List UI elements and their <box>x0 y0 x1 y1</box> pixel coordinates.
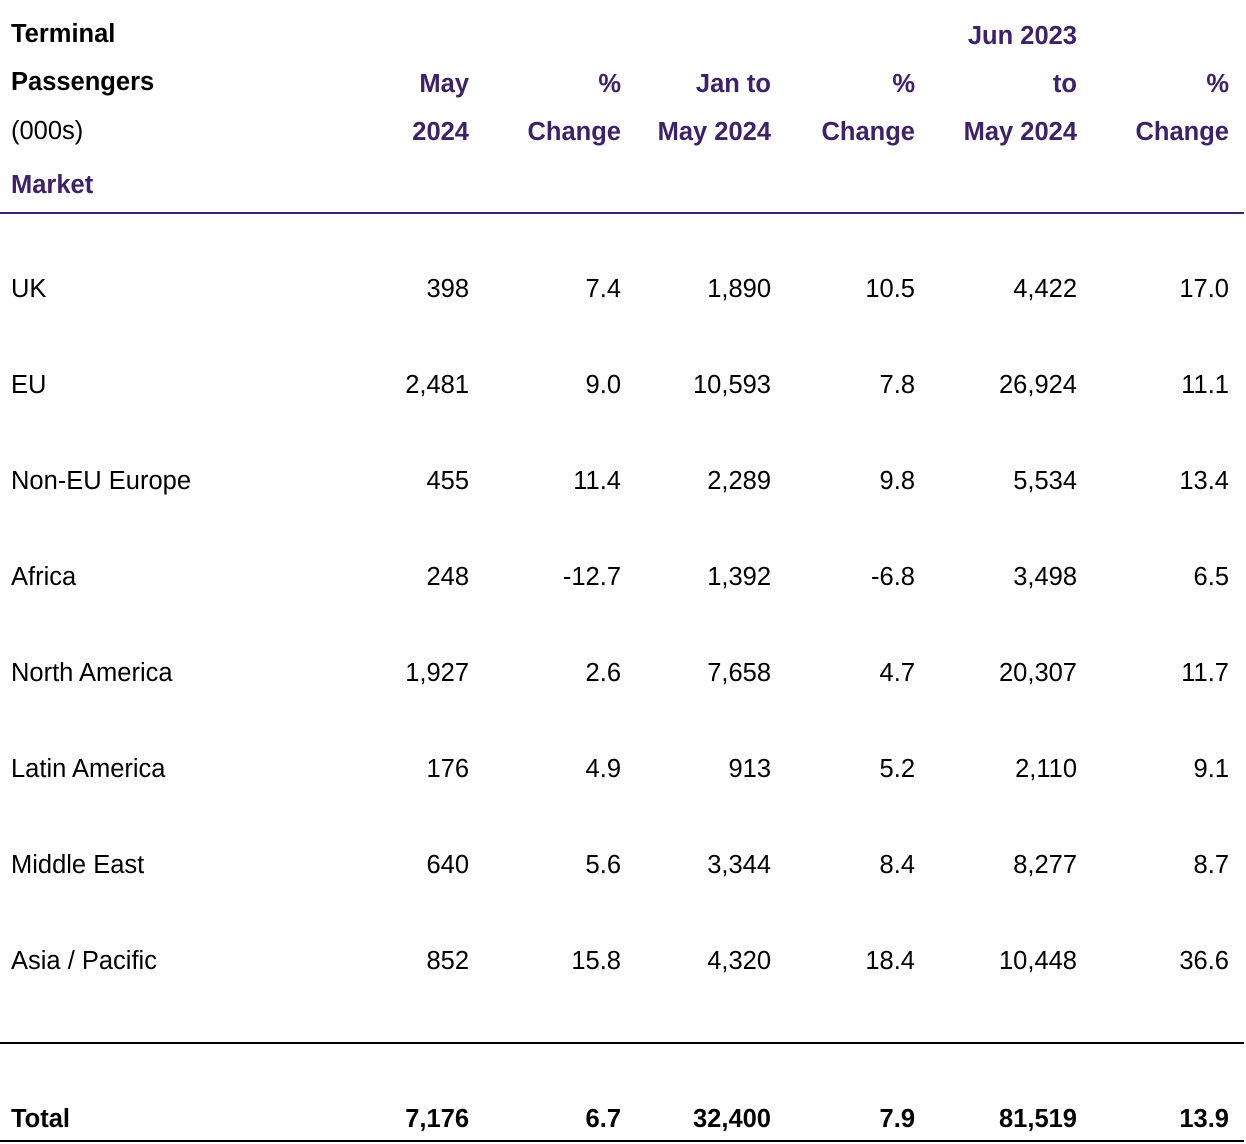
cell-ytd: 4,320 <box>707 947 771 975</box>
col-header-rolling-year-line2: to <box>1052 70 1077 98</box>
row-market-label: North America <box>11 659 173 687</box>
cell-may-2024: 852 <box>426 947 469 975</box>
cell-rolling-change: 17.0 <box>1179 275 1229 303</box>
cell-month-change: 5.6 <box>585 851 621 879</box>
cell-ytd-change: -6.8 <box>871 563 915 591</box>
cell-ytd: 10,593 <box>693 371 771 399</box>
col-header-rolling-change-line2: Change <box>1135 118 1229 146</box>
cell-ytd: 2,289 <box>707 467 771 495</box>
row-market-label: UK <box>11 275 47 303</box>
cell-rolling-year: 26,924 <box>999 371 1077 399</box>
col-header-ytd-change-line2: Change <box>821 118 915 146</box>
market-column-header: Market <box>11 171 94 199</box>
table-title-line2: Passengers <box>11 68 155 96</box>
col-header-ytd-line2: May 2024 <box>657 118 771 146</box>
col-header-rolling-change-line1: % <box>1206 70 1229 98</box>
row-market-label: Non-EU Europe <box>11 467 192 495</box>
total-ytd-change: 7.9 <box>879 1105 915 1133</box>
cell-ytd-change: 5.2 <box>879 755 915 783</box>
cell-may-2024: 640 <box>426 851 469 879</box>
cell-rolling-year: 8,277 <box>1013 851 1077 879</box>
cell-may-2024: 248 <box>426 563 469 591</box>
cell-ytd-change: 4.7 <box>879 659 915 687</box>
cell-month-change: 2.6 <box>585 659 621 687</box>
cell-rolling-year: 4,422 <box>1013 275 1077 303</box>
cell-rolling-year: 20,307 <box>999 659 1077 687</box>
cell-ytd: 913 <box>728 755 771 783</box>
cell-ytd-change: 7.8 <box>879 371 915 399</box>
total-month-change: 6.7 <box>585 1105 621 1133</box>
cell-rolling-change: 6.5 <box>1193 563 1229 591</box>
col-header-ytd-line1: Jan to <box>695 70 771 98</box>
total-rolling-year: 81,519 <box>999 1105 1077 1133</box>
cell-month-change: 15.8 <box>571 947 621 975</box>
cell-may-2024: 455 <box>426 467 469 495</box>
col-header-month-change-line2: Change <box>527 118 621 146</box>
cell-ytd: 3,344 <box>707 851 771 879</box>
cell-rolling-year: 2,110 <box>1015 755 1077 783</box>
row-market-label: Africa <box>11 563 77 591</box>
cell-ytd: 1,392 <box>707 563 771 591</box>
header-divider <box>0 212 1244 214</box>
table-title-line1: Terminal <box>11 20 116 48</box>
cell-month-change: -12.7 <box>562 563 621 591</box>
cell-ytd-change: 9.8 <box>879 467 915 495</box>
total-label: Total <box>11 1105 71 1133</box>
row-market-label: Asia / Pacific <box>11 947 157 975</box>
col-header-may-2024-line1: May <box>419 70 469 98</box>
row-market-label: Latin America <box>11 755 166 783</box>
cell-may-2024: 2,481 <box>405 371 469 399</box>
col-header-rolling-year-line3: May 2024 <box>963 118 1077 146</box>
cell-rolling-year: 10,448 <box>999 947 1077 975</box>
cell-ytd-change: 8.4 <box>879 851 915 879</box>
total-ytd: 32,400 <box>693 1105 771 1133</box>
cell-ytd: 1,890 <box>707 275 771 303</box>
cell-rolling-change: 8.7 <box>1193 851 1229 879</box>
total-rolling-change: 13.9 <box>1179 1105 1229 1133</box>
cell-rolling-change: 11.7 <box>1181 659 1229 687</box>
cell-rolling-year: 5,534 <box>1013 467 1077 495</box>
cell-month-change: 11.4 <box>573 467 621 495</box>
row-market-label: EU <box>11 371 47 399</box>
total-divider-top <box>0 1042 1244 1044</box>
cell-ytd-change: 18.4 <box>865 947 915 975</box>
cell-month-change: 7.4 <box>585 275 621 303</box>
col-header-ytd-change-line1: % <box>892 70 915 98</box>
col-header-may-2024-line2: 2024 <box>412 118 469 146</box>
cell-rolling-change: 36.6 <box>1179 947 1229 975</box>
cell-rolling-year: 3,498 <box>1013 563 1077 591</box>
total-may-2024: 7,176 <box>405 1105 469 1133</box>
cell-rolling-change: 13.4 <box>1179 467 1229 495</box>
row-market-label: Middle East <box>11 851 145 879</box>
cell-may-2024: 398 <box>426 275 469 303</box>
cell-rolling-change: 9.1 <box>1193 755 1229 783</box>
total-divider-bottom <box>0 1140 1244 1142</box>
col-header-month-change-line1: % <box>598 70 621 98</box>
col-header-rolling-year-line1: Jun 2023 <box>967 22 1077 50</box>
cell-month-change: 9.0 <box>585 371 621 399</box>
cell-may-2024: 176 <box>426 755 469 783</box>
table-title-units: (000s) <box>11 117 84 145</box>
cell-month-change: 4.9 <box>585 755 621 783</box>
cell-rolling-change: 11.1 <box>1181 371 1229 399</box>
cell-may-2024: 1,927 <box>405 659 469 687</box>
cell-ytd-change: 10.5 <box>865 275 915 303</box>
cell-ytd: 7,658 <box>707 659 771 687</box>
